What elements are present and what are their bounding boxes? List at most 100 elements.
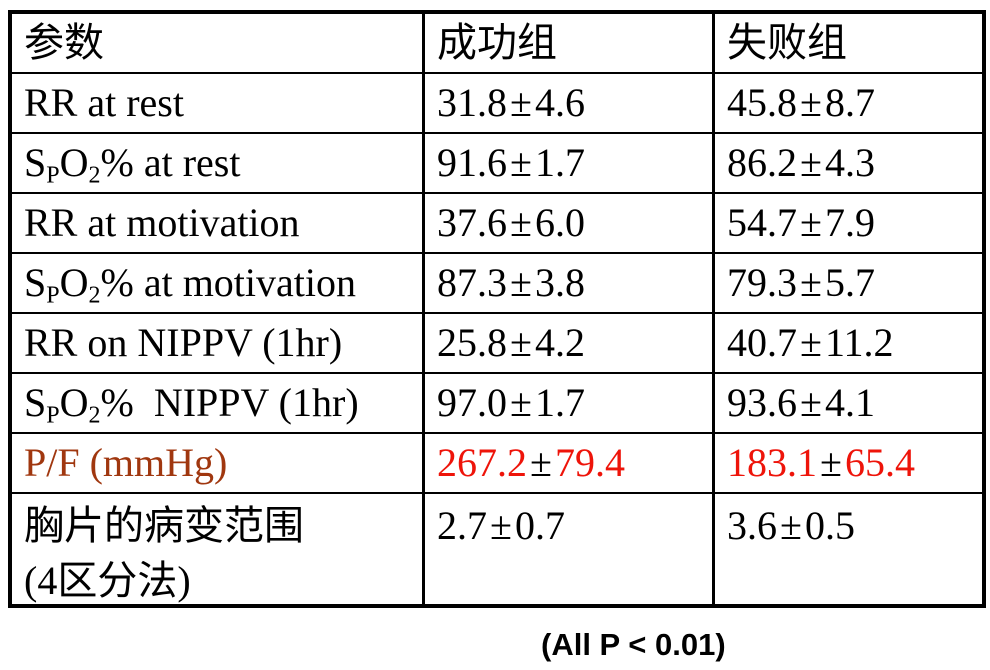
label-text: O <box>59 260 89 305</box>
row-label-line: SPO2% NIPPV (1hr) <box>24 380 359 429</box>
failure-value-cell: 3.6±0.5 <box>715 494 982 608</box>
label-text: S <box>24 380 47 425</box>
row-label-line: RR on NIPPV (1hr) <box>24 320 342 366</box>
failure-value-cell: 183.1±65.4 <box>715 434 982 492</box>
plus-minus-sign: ± <box>510 200 532 245</box>
row-label-cell: RR at motivation <box>12 194 425 252</box>
sd-value: 7.9 <box>824 200 875 245</box>
header-label-parameter: 参数 <box>24 20 104 65</box>
success-value-cell: 97.0±1.7 <box>425 374 715 432</box>
row-label-line: P/F (mmHg) <box>24 440 227 486</box>
plus-minus-sign: ± <box>800 140 822 185</box>
sd-value: 5.7 <box>824 260 875 305</box>
row-label-line: 胸片的病变范围 <box>24 498 304 553</box>
mean-value: 87.3 <box>437 260 507 305</box>
sd-value: 8.7 <box>824 80 875 125</box>
row-label-line: (4区分法) <box>24 553 191 608</box>
failure-value-cell: 54.7±7.9 <box>715 194 982 252</box>
label-text: 胸片的病变范围 <box>24 503 304 548</box>
table-row: RR at motivation 37.6±6.0 54.7±7.9 <box>12 194 982 254</box>
failure-value-cell: 40.7±11.2 <box>715 314 982 372</box>
row-label-cell: RR on NIPPV (1hr) <box>12 314 425 372</box>
failure-value: 54.7±7.9 <box>727 200 875 246</box>
failure-value-cell: 79.3±5.7 <box>715 254 982 312</box>
mean-value: 79.3 <box>727 260 797 305</box>
plus-minus-sign: ± <box>800 200 822 245</box>
mean-value: 31.8 <box>437 80 507 125</box>
label-text: RR at rest <box>24 80 184 125</box>
failure-value: 45.8±8.7 <box>727 80 875 126</box>
mean-value: 2.7 <box>437 503 487 548</box>
label-text: O <box>59 140 89 185</box>
sd-value: 65.4 <box>844 440 915 485</box>
table-row: RR at rest 31.8±4.6 45.8±8.7 <box>12 74 982 134</box>
success-value-cell: 2.7±0.7 <box>425 494 715 608</box>
label-text: O <box>59 380 89 425</box>
sd-value: 4.3 <box>824 140 875 185</box>
sd-value: 4.1 <box>824 380 875 425</box>
plus-minus-sign: ± <box>510 140 532 185</box>
plus-minus-sign: ± <box>530 440 552 485</box>
plus-minus-sign: ± <box>510 320 532 365</box>
sd-value: 1.7 <box>534 380 585 425</box>
label-subscript: P <box>46 282 60 309</box>
row-label-line: SPO2% at motivation <box>24 260 357 309</box>
label-text: P/F (mmHg) <box>24 440 228 485</box>
failure-value: 79.3±5.7 <box>727 260 875 306</box>
row-label-cell: SPO2% at motivation <box>12 254 425 312</box>
header-label-success-group: 成功组 <box>437 20 557 65</box>
success-value-cell: 25.8±4.2 <box>425 314 715 372</box>
plus-minus-sign: ± <box>510 260 532 305</box>
plus-minus-sign: ± <box>780 503 802 548</box>
mean-value: 3.6 <box>727 503 777 548</box>
failure-value: 3.6±0.5 <box>727 498 855 553</box>
success-value: 97.0±1.7 <box>437 380 585 426</box>
header-cell-failure-group: 失败组 <box>715 14 982 72</box>
row-label-line: SPO2% at rest <box>24 140 240 189</box>
sd-value: 3.8 <box>534 260 585 305</box>
table-row: 胸片的病变范围 (4区分法) 2.7±0.7 3.6±0.5 <box>12 494 982 608</box>
mean-value: 54.7 <box>727 200 797 245</box>
row-label-cell: SPO2% at rest <box>12 134 425 192</box>
failure-value: 40.7±11.2 <box>727 320 893 366</box>
mean-value: 86.2 <box>727 140 797 185</box>
table-row: SPO2% at rest 91.6±1.7 86.2±4.3 <box>12 134 982 194</box>
plus-minus-sign: ± <box>800 380 822 425</box>
label-subscript: P <box>46 162 60 189</box>
label-subscript: P <box>46 402 60 429</box>
mean-value: 37.6 <box>437 200 507 245</box>
sd-value: 0.7 <box>514 503 565 548</box>
success-value: 25.8±4.2 <box>437 320 585 366</box>
row-label-line: RR at rest <box>24 80 184 126</box>
mean-value: 97.0 <box>437 380 507 425</box>
plus-minus-sign: ± <box>510 380 532 425</box>
mean-value: 25.8 <box>437 320 507 365</box>
row-label-cell: 胸片的病变范围 (4区分法) <box>12 494 425 608</box>
sd-value: 79.4 <box>554 440 625 485</box>
label-text: % at motivation <box>100 260 357 305</box>
footer-note: (All P < 0.01) <box>541 627 726 662</box>
table-row: SPO2% at motivation 87.3±3.8 79.3±5.7 <box>12 254 982 314</box>
label-subscript: 2 <box>88 282 101 309</box>
label-text: RR at motivation <box>24 200 300 245</box>
success-value: 267.2±79.4 <box>437 440 625 486</box>
sd-value: 1.7 <box>534 140 585 185</box>
header-cell-parameter: 参数 <box>12 14 425 72</box>
success-value: 2.7±0.7 <box>437 498 565 553</box>
label-text: (4区分法) <box>24 558 191 603</box>
plus-minus-sign: ± <box>820 440 842 485</box>
plus-minus-sign: ± <box>490 503 512 548</box>
mean-value: 183.1 <box>727 440 817 485</box>
failure-value-cell: 45.8±8.7 <box>715 74 982 132</box>
sd-value: 6.0 <box>534 200 585 245</box>
mean-value: 91.6 <box>437 140 507 185</box>
plus-minus-sign: ± <box>800 260 822 305</box>
failure-value: 183.1±65.4 <box>727 440 915 486</box>
sd-value: 11.2 <box>824 320 894 365</box>
failure-value: 86.2±4.3 <box>727 140 875 186</box>
success-value-cell: 91.6±1.7 <box>425 134 715 192</box>
table-row: RR on NIPPV (1hr) 25.8±4.2 40.7±11.2 <box>12 314 982 374</box>
plus-minus-sign: ± <box>510 80 532 125</box>
success-value: 91.6±1.7 <box>437 140 585 186</box>
